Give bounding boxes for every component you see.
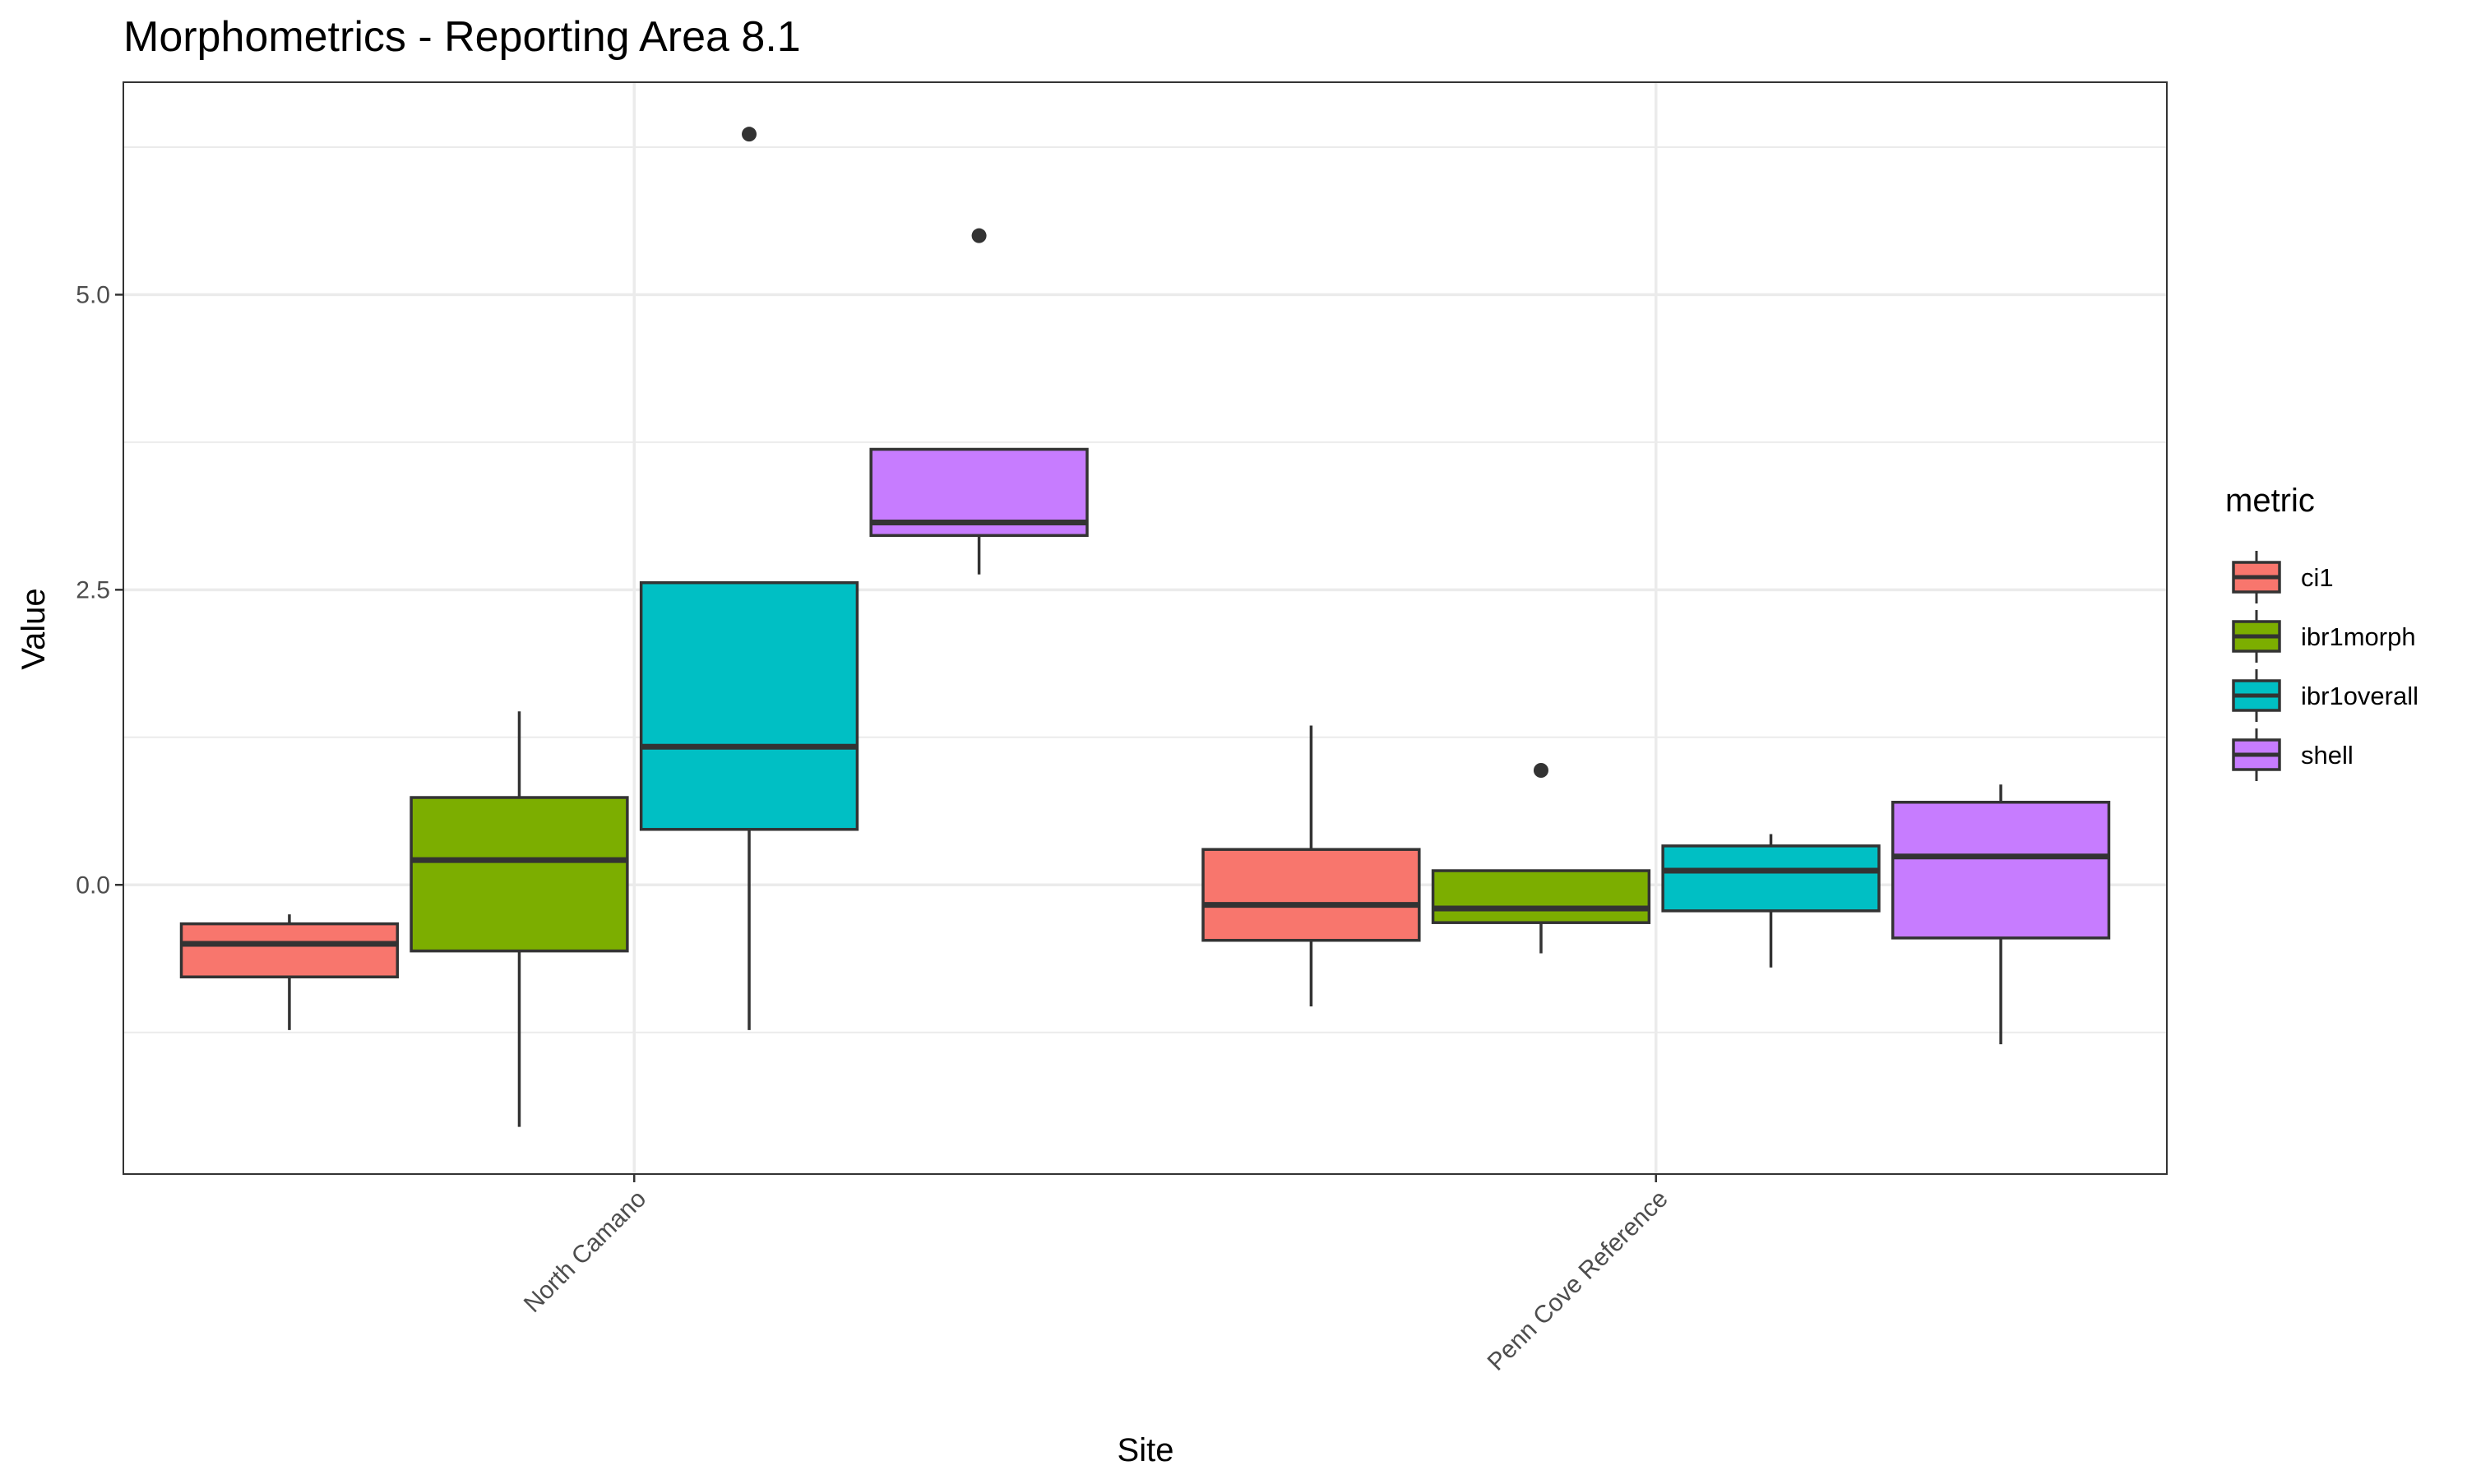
outlier-point — [742, 127, 757, 142]
box-ci1 — [1201, 725, 1421, 1007]
x-tick-label: North Camano — [519, 1186, 651, 1318]
box-body — [1431, 869, 1651, 924]
box-body — [410, 796, 629, 953]
chart-title: Morphometrics - Reporting Area 8.1 — [123, 13, 801, 61]
box-ibr1morph — [410, 711, 629, 1127]
legend-label: shell — [2301, 741, 2354, 770]
legend-title: metric — [2225, 483, 2315, 519]
outlier-point — [1533, 762, 1548, 778]
box-ci1 — [179, 914, 400, 1030]
legend-item-ibr1overall: ibr1overall — [2232, 669, 2418, 722]
box-body — [639, 580, 859, 831]
box-shell — [869, 228, 1089, 575]
legend-item-ci1: ci1 — [2232, 551, 2334, 603]
legend-label: ibr1overall — [2301, 682, 2418, 710]
panel-border — [123, 81, 2168, 1175]
legend-label: ci1 — [2301, 563, 2334, 592]
x-axis-title: Site — [1118, 1432, 1174, 1468]
box-shell — [1891, 784, 2111, 1045]
y-tick-label: 0.0 — [76, 871, 110, 899]
y-tick-label: 2.5 — [76, 576, 110, 603]
legend-item-shell: shell — [2232, 728, 2354, 781]
y-axis-title: Value — [16, 588, 52, 669]
box-ibr1overall — [1661, 834, 1881, 968]
x-tick-label: Penn Cove Reference — [1483, 1186, 1673, 1376]
box-layer — [179, 127, 2111, 1127]
box-body — [1201, 848, 1421, 942]
y-tick-label: 5.0 — [76, 281, 110, 308]
box-body — [1891, 801, 2111, 940]
legend-item-ibr1morph: ibr1morph — [2232, 610, 2416, 663]
grid-layer — [123, 82, 2167, 1174]
legend: metric ci1 ibr1morph ibr1overall shell — [2225, 483, 2418, 781]
plot-panel-background — [123, 82, 2167, 1174]
box-body — [179, 922, 400, 978]
box-ibr1morph — [1431, 762, 1651, 954]
outlier-point — [971, 228, 987, 243]
box-body — [1661, 844, 1881, 913]
legend-label: ibr1morph — [2301, 622, 2416, 651]
legend-items: ci1 ibr1morph ibr1overall shell — [2232, 551, 2418, 781]
box-ibr1overall — [639, 127, 859, 1030]
